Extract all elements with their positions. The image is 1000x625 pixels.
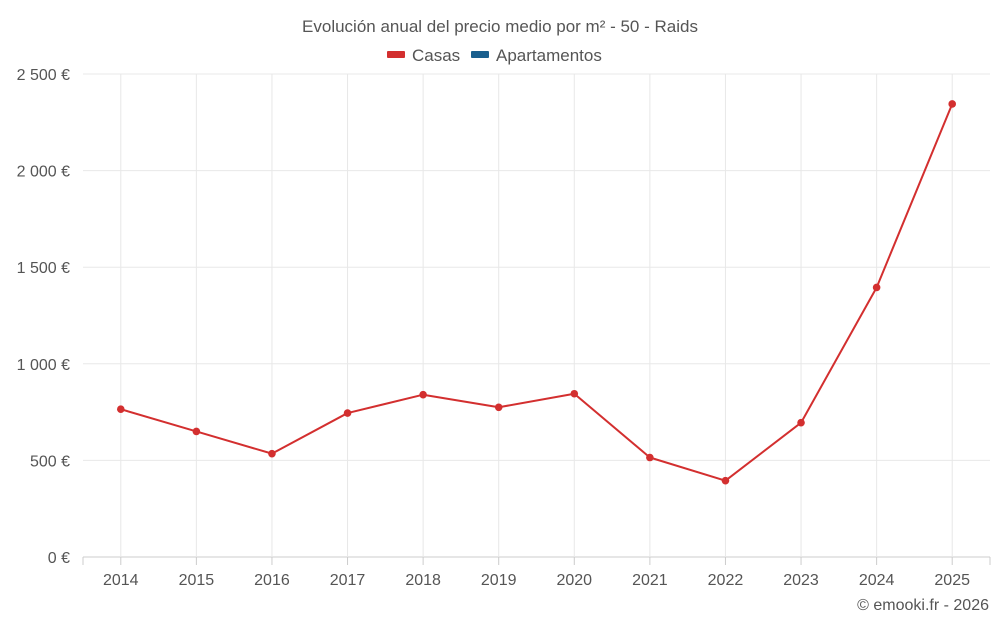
y-tick-label: 1 000 €: [17, 357, 70, 374]
x-tick-label: 2021: [632, 572, 668, 589]
series-line-casas: [120, 103, 954, 482]
grid: [83, 73, 990, 558]
x-tick-label: 2014: [103, 572, 139, 589]
x-tick-label: 2017: [330, 572, 366, 589]
data-point-2023[interactable]: [797, 418, 805, 427]
y-axis-ticks: 0 € 500 € 1 000 € 1 500 € 2 000 € 2 500 €: [17, 67, 70, 567]
data-point-2017[interactable]: [343, 409, 352, 417]
data-point-2014[interactable]: [116, 405, 125, 414]
data-point-2019[interactable]: [494, 403, 503, 412]
legend-label-apartamentos: Apartamentos: [496, 46, 602, 65]
x-tick-label: 2022: [708, 572, 744, 589]
data-point-2025[interactable]: [948, 100, 957, 108]
legend-item-casas[interactable]: Casas: [387, 46, 460, 65]
credit-text: © emooki.fr - 2026: [857, 597, 989, 614]
x-tick-label: 2020: [556, 572, 592, 589]
x-tick-label: 2016: [254, 572, 290, 589]
data-point-2020[interactable]: [570, 389, 579, 398]
data-point-2015[interactable]: [192, 427, 201, 436]
legend-label-casas: Casas: [412, 46, 460, 65]
data-point-2016[interactable]: [268, 449, 276, 458]
y-tick-label: 0 €: [48, 550, 70, 567]
legend-swatch-apartamentos: [471, 51, 489, 58]
y-tick-label: 2 000 €: [17, 164, 70, 181]
legend: Casas Apartamentos: [387, 46, 602, 65]
x-tick-label: 2015: [179, 572, 215, 589]
x-tick-label: 2018: [405, 572, 441, 589]
data-point-2018[interactable]: [419, 390, 427, 399]
chart-title: Evolución anual del precio medio por m² …: [302, 17, 698, 36]
x-tick-label: 2024: [859, 572, 895, 589]
x-tick-label: 2023: [783, 572, 819, 589]
legend-item-apartamentos[interactable]: Apartamentos: [471, 46, 602, 65]
y-tick-label: 500 €: [30, 453, 70, 470]
data-point-2021[interactable]: [646, 453, 654, 462]
y-tick-label: 1 500 €: [17, 260, 70, 277]
data-point-2022[interactable]: [721, 476, 730, 485]
x-tick-label: 2025: [934, 572, 970, 589]
series-casas: [116, 100, 957, 485]
x-axis-ticks: 2014 2015 2016 2017 2018 2019 2020 2021 2022 2023…: [82, 557, 991, 589]
x-tick-label: 2019: [481, 572, 517, 589]
legend-swatch-casas: [387, 51, 405, 58]
data-point-2024[interactable]: [872, 283, 881, 292]
y-tick-label: 2 500 €: [17, 67, 70, 84]
